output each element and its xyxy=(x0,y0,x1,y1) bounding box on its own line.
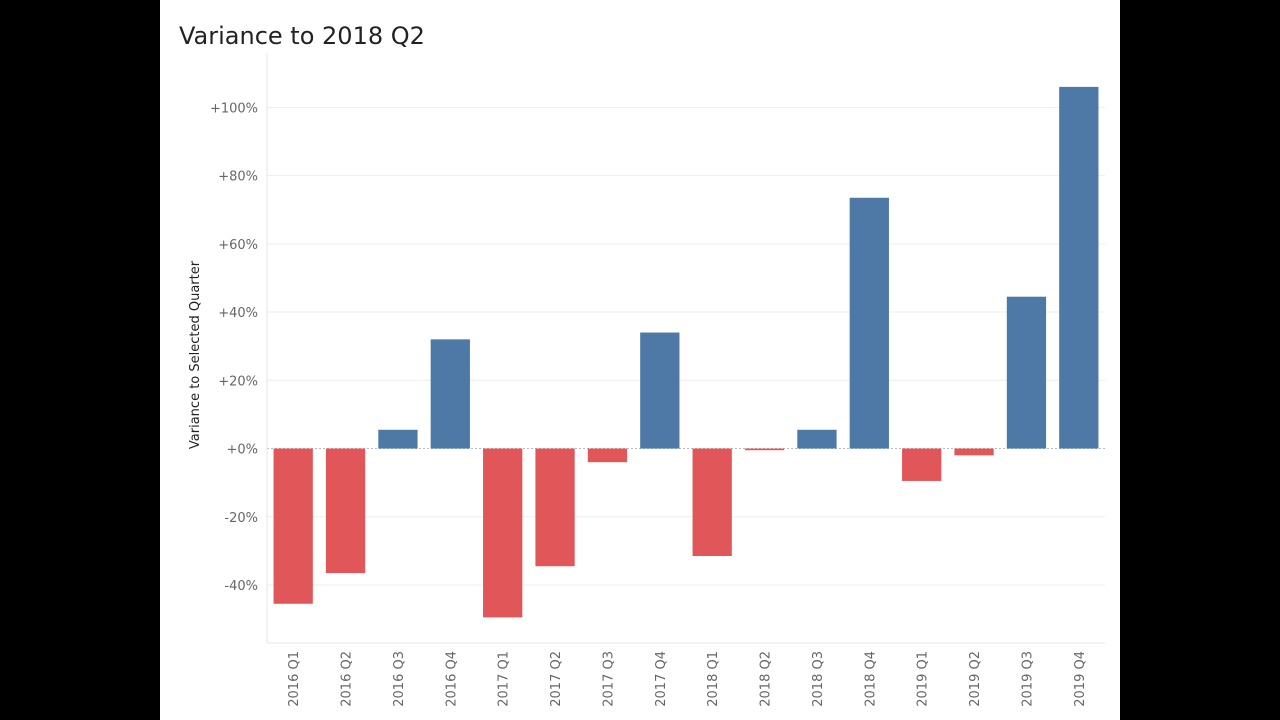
x-tick-label: 2017 Q3 xyxy=(601,651,616,707)
y-tick-label: -20% xyxy=(224,511,258,526)
gridlines xyxy=(266,53,1105,644)
y-tick-labels: +100% +80% +60% +40% +20% +0% -20% -40% xyxy=(210,101,258,594)
bar-2016-q2[interactable] xyxy=(325,448,366,574)
x-tick-label: 2018 Q4 xyxy=(863,651,878,707)
bar-2017-q3[interactable] xyxy=(587,448,628,463)
y-axis-title: Variance to Selected Quarter xyxy=(188,260,203,449)
x-tick-label: 2018 Q2 xyxy=(759,651,774,707)
x-tick-labels: 2016 Q1 2016 Q2 2016 Q3 2016 Q4 2017 Q1 2017 … xyxy=(287,651,1088,707)
x-tick-label: 2018 Q3 xyxy=(811,651,826,707)
chart-canvas: Variance to 2018 Q2 +100% +80% +60% +40% +20… xyxy=(160,0,1120,720)
bar-2019-q4[interactable] xyxy=(1059,86,1099,449)
y-tick-label: -40% xyxy=(224,579,258,594)
bar-chart: +100% +80% +60% +40% +20% +0% -20% -40% 2016 Q1… xyxy=(188,53,1105,707)
bar-2017-q1[interactable] xyxy=(483,448,523,618)
chart-title: Variance to 2018 Q2 xyxy=(179,22,425,50)
bar-2018-q3[interactable] xyxy=(797,429,837,449)
x-tick-label: 2018 Q1 xyxy=(706,651,721,707)
x-tick-label: 2016 Q3 xyxy=(392,651,407,707)
bar-2016-q1[interactable] xyxy=(273,448,313,604)
x-tick-label: 2019 Q3 xyxy=(1020,651,1035,707)
bar-2018-q1[interactable] xyxy=(692,448,732,556)
y-tick-label: +0% xyxy=(226,443,258,458)
bar-2019-q3[interactable] xyxy=(1006,296,1047,449)
bar-2017-q2[interactable] xyxy=(535,448,575,567)
x-tick-label: 2016 Q4 xyxy=(444,651,459,707)
x-tick-label: 2017 Q1 xyxy=(497,651,512,707)
y-tick-label: +80% xyxy=(218,170,258,185)
y-tick-label: +40% xyxy=(218,306,258,321)
x-tick-label: 2017 Q4 xyxy=(654,651,669,707)
x-tick-label: 2016 Q1 xyxy=(287,651,302,707)
bar-2016-q3[interactable] xyxy=(378,429,418,449)
bar-2018-q4[interactable] xyxy=(849,197,889,449)
x-tick-label: 2017 Q2 xyxy=(549,651,564,707)
x-tick-label: 2019 Q2 xyxy=(968,651,983,707)
x-tick-label: 2019 Q4 xyxy=(1073,651,1088,707)
bar-2019-q1[interactable] xyxy=(902,448,942,481)
x-tick-label: 2019 Q1 xyxy=(916,651,931,707)
bars xyxy=(273,86,1099,618)
bar-2017-q4[interactable] xyxy=(640,332,680,449)
y-tick-label: +60% xyxy=(218,238,258,253)
x-tick-label: 2016 Q2 xyxy=(340,651,355,707)
y-tick-label: +20% xyxy=(218,374,258,389)
bar-2016-q4[interactable] xyxy=(430,339,470,449)
bar-2018-q2[interactable] xyxy=(744,448,785,451)
y-tick-label: +100% xyxy=(210,101,258,116)
bar-2019-q2[interactable] xyxy=(954,448,994,456)
